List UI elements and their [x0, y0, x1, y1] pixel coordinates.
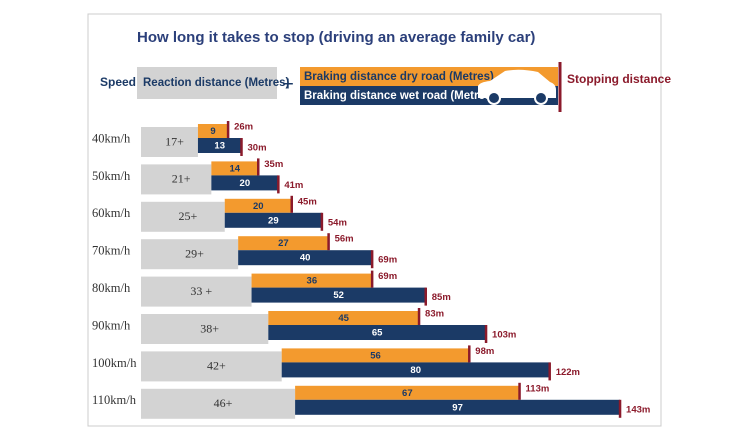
- bar: [141, 276, 252, 307]
- bar: [281, 362, 550, 378]
- bar: [211, 175, 279, 191]
- bar: [224, 212, 322, 228]
- bar: [197, 124, 229, 138]
- total-label: 26m: [234, 122, 253, 133]
- value-label: 67: [402, 388, 413, 399]
- bar: [268, 311, 420, 325]
- value-label: 29: [268, 215, 279, 226]
- value-label: 9: [210, 126, 215, 137]
- bar: [141, 239, 239, 270]
- category-label: 50km/h: [92, 169, 131, 183]
- car-wheel: [487, 91, 501, 105]
- car-wheel: [534, 91, 548, 105]
- value-label: 33 +: [190, 284, 212, 298]
- chart-title: How long it takes to stop (driving an av…: [137, 29, 535, 46]
- bar: [295, 385, 520, 400]
- legend-label: Braking distance wet road (Metres): [304, 90, 495, 102]
- bar: [211, 161, 259, 176]
- total-label: 85m: [432, 292, 451, 303]
- total-label: 83m: [425, 309, 444, 320]
- bar: [141, 201, 225, 232]
- category-label: 70km/h: [92, 244, 131, 258]
- value-label: 80: [410, 365, 421, 376]
- value-label: 20: [253, 201, 264, 212]
- category-label: 80km/h: [92, 281, 131, 295]
- bar: [251, 273, 373, 288]
- total-label: 69m: [378, 255, 397, 266]
- value-label: 52: [333, 290, 344, 301]
- total-label: 56m: [335, 234, 354, 245]
- total-label: 143m: [626, 404, 650, 415]
- category-label: 110km/h: [92, 393, 137, 407]
- category-label: 40km/h: [92, 131, 131, 145]
- value-label: 29+: [185, 246, 204, 260]
- value-label: 65: [372, 328, 383, 339]
- value-label: 38+: [200, 321, 219, 335]
- bar: [268, 325, 487, 340]
- bar: [238, 250, 373, 266]
- bar: [141, 127, 198, 157]
- value-label: 21+: [172, 172, 191, 186]
- category-label: 100km/h: [92, 356, 137, 370]
- bar: [141, 351, 282, 382]
- value-label: 46+: [214, 396, 233, 410]
- bar: [141, 388, 296, 419]
- car-icon: [478, 69, 556, 98]
- value-label: 40: [300, 253, 311, 264]
- value-label: 17+: [165, 134, 184, 148]
- value-label: 13: [214, 141, 225, 152]
- value-label: 36: [307, 276, 318, 287]
- total-label: 54m: [328, 217, 347, 228]
- bar: [238, 236, 329, 251]
- total-label: 41m: [284, 180, 303, 191]
- value-label: 97: [452, 402, 463, 413]
- value-label: 25+: [178, 209, 197, 223]
- legend-label: Reaction distance (Metres): [143, 77, 290, 89]
- total-label: 45m: [298, 196, 317, 207]
- bar: [295, 399, 621, 415]
- bar: [197, 138, 242, 153]
- legend-plus: +: [282, 73, 294, 95]
- total-label: 122m: [556, 367, 580, 378]
- value-label: 42+: [207, 359, 226, 373]
- bar: [141, 164, 212, 195]
- frame: [87, 13, 662, 427]
- total-label: 35m: [264, 159, 283, 170]
- value-label: 20: [240, 178, 251, 189]
- total-label: 69m: [378, 271, 397, 282]
- category-label: 60km/h: [92, 206, 131, 220]
- bar: [281, 348, 470, 363]
- value-label: 14: [230, 163, 241, 174]
- bar: [141, 314, 269, 344]
- value-label: 56: [370, 350, 381, 361]
- value-label: 27: [278, 238, 289, 249]
- total-label: 113m: [526, 383, 550, 394]
- bar: [224, 198, 292, 213]
- total-label: 30m: [248, 143, 267, 154]
- legend-swatch: [137, 67, 277, 99]
- total-label: 103m: [492, 330, 516, 341]
- legend-label: Braking distance dry road (Metres): [304, 71, 494, 83]
- total-label: 98m: [475, 346, 494, 357]
- legend-label: Stopping distance: [567, 72, 671, 86]
- category-header: Speed: [100, 75, 136, 89]
- category-label: 90km/h: [92, 318, 131, 332]
- bar: [251, 287, 426, 303]
- value-label: 45: [338, 313, 349, 324]
